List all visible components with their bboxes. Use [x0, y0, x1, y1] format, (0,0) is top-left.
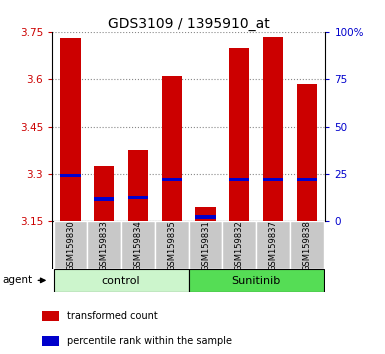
- Bar: [263, 178, 283, 181]
- Bar: [162, 76, 182, 221]
- Bar: [155, 221, 189, 269]
- Text: transformed count: transformed count: [67, 311, 158, 321]
- Text: control: control: [102, 275, 141, 286]
- Bar: [296, 84, 317, 221]
- Text: Sunitinib: Sunitinib: [231, 275, 281, 286]
- Bar: [223, 221, 256, 269]
- Bar: [60, 38, 81, 221]
- Bar: [229, 178, 249, 181]
- Bar: [121, 221, 155, 269]
- Bar: [162, 178, 182, 181]
- Bar: [256, 221, 290, 269]
- Bar: [94, 166, 114, 221]
- Bar: [128, 196, 148, 199]
- Text: GSM159835: GSM159835: [167, 220, 176, 270]
- Bar: [87, 221, 121, 269]
- Bar: [229, 48, 249, 221]
- Text: GSM159832: GSM159832: [235, 220, 244, 270]
- Bar: [296, 178, 317, 181]
- Bar: [42, 336, 59, 346]
- Bar: [189, 269, 324, 292]
- Bar: [60, 174, 81, 177]
- Bar: [94, 198, 114, 201]
- Text: GSM159834: GSM159834: [134, 220, 142, 270]
- Text: GSM159838: GSM159838: [302, 220, 311, 270]
- Bar: [196, 207, 216, 221]
- Text: GSM159833: GSM159833: [100, 220, 109, 270]
- Text: GSM159831: GSM159831: [201, 220, 210, 270]
- Bar: [128, 150, 148, 221]
- Text: percentile rank within the sample: percentile rank within the sample: [67, 336, 232, 346]
- Bar: [189, 221, 223, 269]
- Text: GSM159830: GSM159830: [66, 220, 75, 270]
- Text: agent: agent: [2, 275, 32, 285]
- Bar: [42, 311, 59, 321]
- Bar: [54, 221, 87, 269]
- Bar: [196, 216, 216, 219]
- Bar: [290, 221, 324, 269]
- Title: GDS3109 / 1395910_at: GDS3109 / 1395910_at: [108, 17, 270, 31]
- Text: GSM159837: GSM159837: [268, 220, 278, 270]
- Bar: [54, 269, 189, 292]
- Bar: [263, 36, 283, 221]
